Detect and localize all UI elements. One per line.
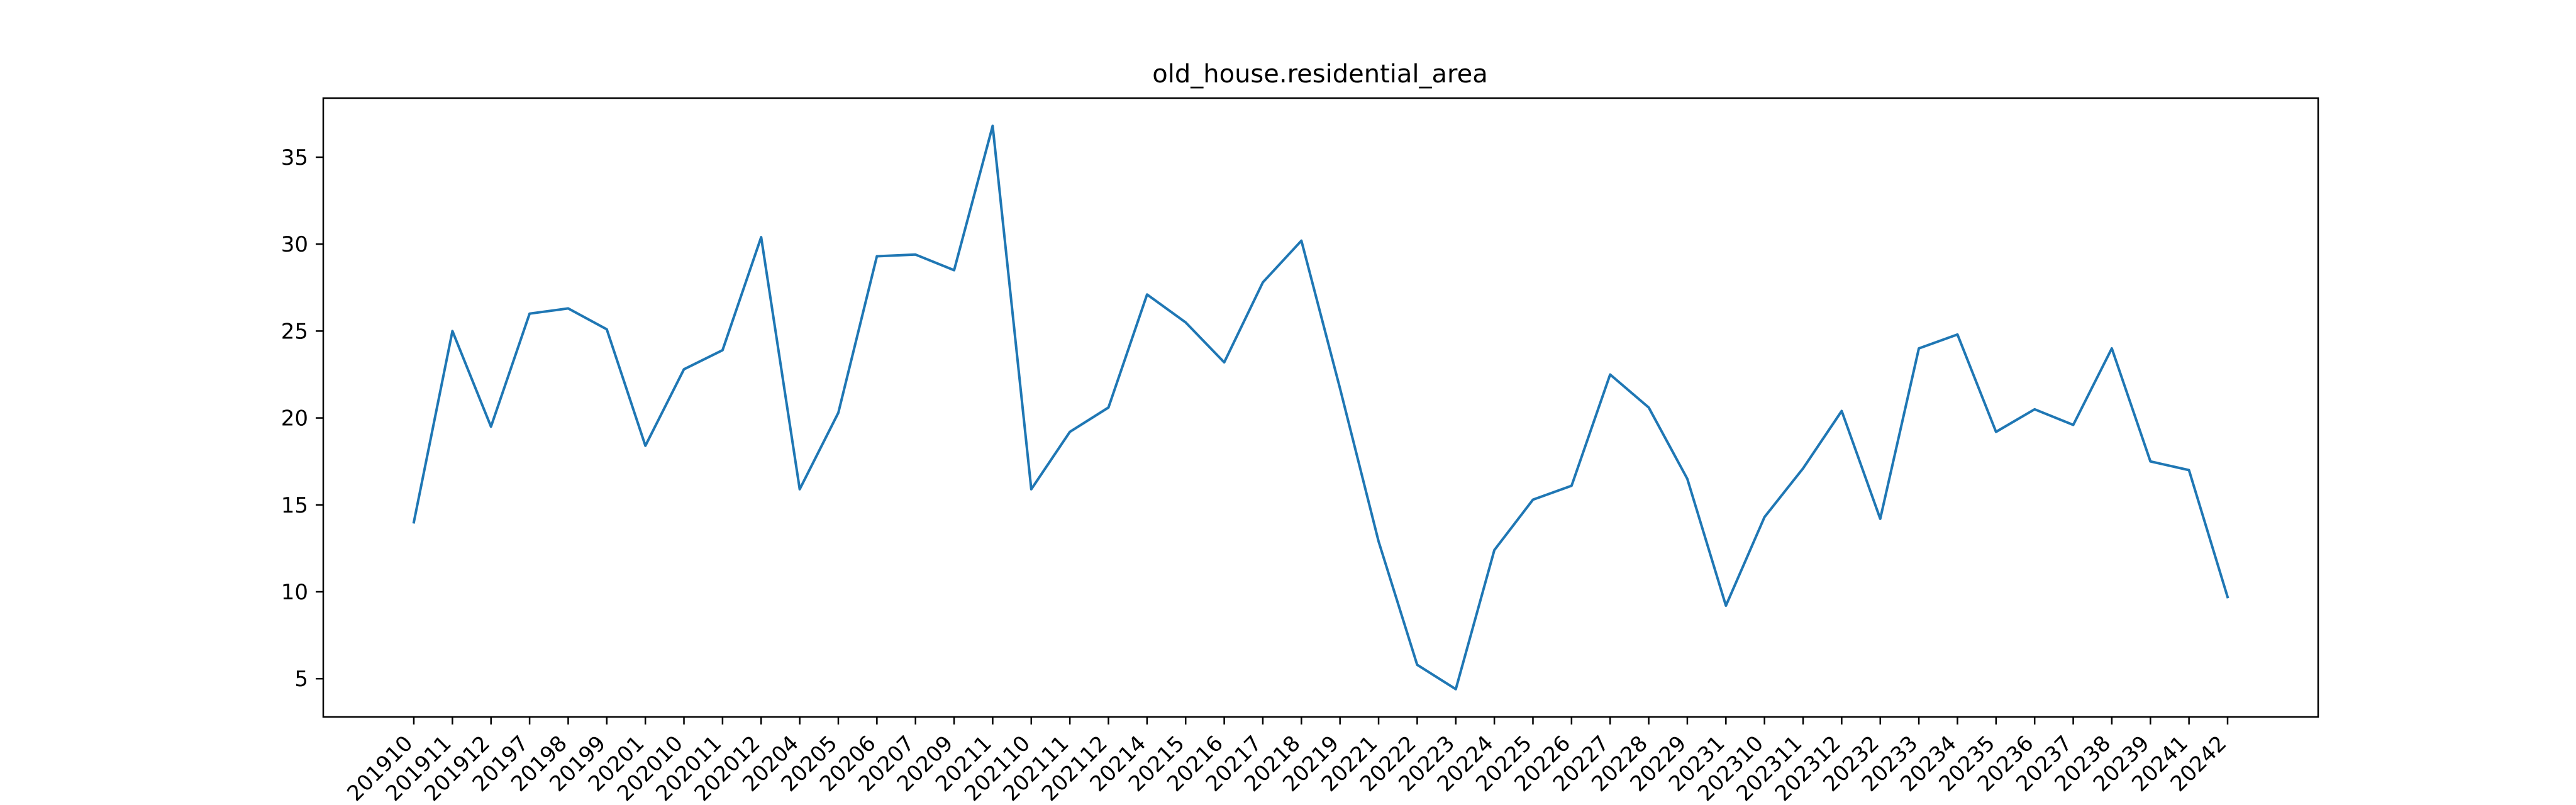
- y-tick-label: 10: [281, 580, 308, 605]
- y-tick-label: 30: [281, 232, 308, 257]
- y-tick-label: 25: [281, 319, 308, 344]
- y-tick-label: 15: [281, 493, 308, 518]
- axes-frame: [322, 97, 2319, 718]
- series-line: [412, 125, 2229, 691]
- y-tick-label: 5: [294, 667, 308, 692]
- chart-title: old_house.residential_area: [1152, 60, 1487, 89]
- plot-area: 5101520253035201910201911201912201972019…: [281, 97, 2319, 805]
- y-tick-label: 20: [281, 406, 308, 431]
- y-tick-label: 35: [281, 145, 308, 170]
